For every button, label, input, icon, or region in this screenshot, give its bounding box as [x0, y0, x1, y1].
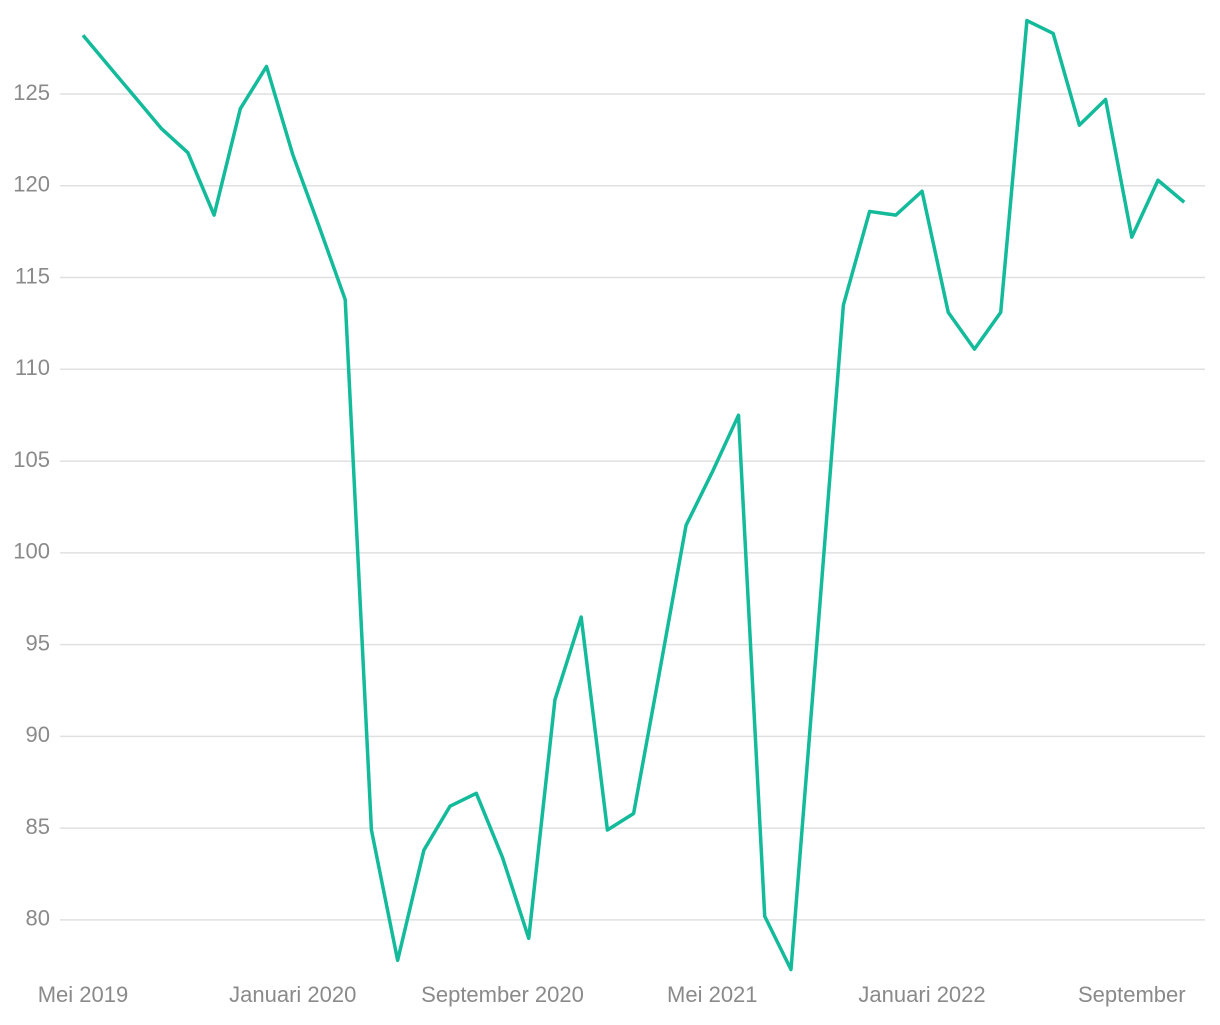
x-tick-label: Mei 2019: [38, 982, 129, 1007]
y-tick-label: 80: [26, 906, 50, 931]
y-tick-label: 95: [26, 630, 50, 655]
y-tick-label: 125: [13, 80, 50, 105]
line: [81, 18, 1186, 972]
y-tick-label: 115: [15, 263, 50, 288]
x-tick-label: Januari 2020: [229, 982, 356, 1007]
y-tick-label: 100: [13, 539, 50, 564]
x-tick-label: Mei 2021: [667, 982, 758, 1007]
y-tick-label: 110: [15, 355, 50, 380]
x-tick-label: Januari 2022: [858, 982, 985, 1007]
y-tick-label: 120: [13, 172, 50, 197]
x-tick-label: September: [1078, 982, 1186, 1007]
y-tick-label: 85: [26, 814, 50, 839]
y-tick-label: 105: [13, 447, 50, 472]
x-tick-label: September 2020: [421, 982, 584, 1007]
y-tick-label: 90: [26, 722, 50, 747]
